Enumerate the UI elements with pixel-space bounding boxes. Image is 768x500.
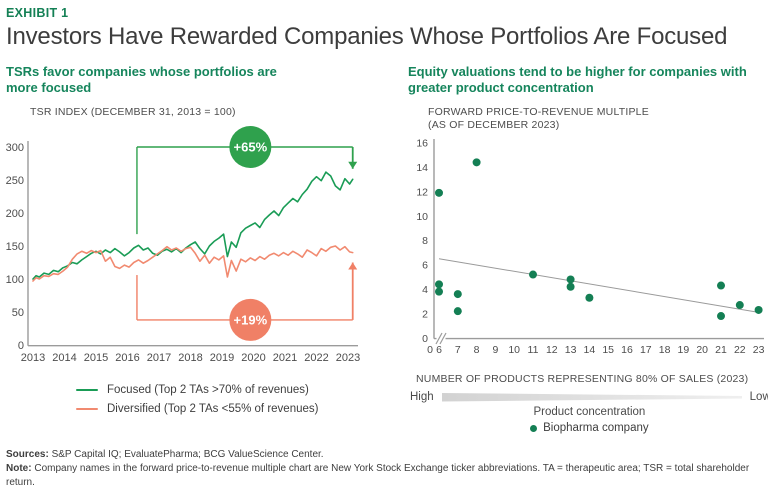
valuation-panel: Equity valuations tend to be higher for … (402, 64, 768, 434)
scatter-legend: Biopharma company (408, 422, 768, 434)
tsr-panel: TSRs favor companies whose portfolios ar… (6, 64, 402, 434)
svg-text:150: 150 (6, 241, 24, 253)
svg-text:2014: 2014 (52, 352, 76, 364)
svg-text:250: 250 (6, 175, 24, 187)
svg-text:+65%: +65% (234, 140, 268, 155)
note-line: Note: Company names in the forward price… (6, 462, 762, 490)
focused-line-swatch (76, 388, 98, 392)
scale-high-label: High (410, 391, 434, 403)
svg-text:22: 22 (734, 344, 746, 356)
svg-text:6: 6 (436, 344, 442, 356)
svg-text:2019: 2019 (210, 352, 234, 364)
note-text: Company names in the forward price-to-re… (6, 463, 750, 488)
svg-text:4: 4 (422, 284, 428, 296)
svg-text:0: 0 (427, 344, 433, 356)
scale-low-label: Low (749, 391, 768, 403)
tsr-axis-title: TSR INDEX (DECEMBER 31, 2013 = 100) (30, 106, 236, 118)
legend-item-diversified: Diversified (Top 2 TAs <55% of revenues) (76, 403, 402, 415)
svg-text:20: 20 (696, 344, 708, 356)
svg-text:21: 21 (715, 344, 727, 356)
concentration-caption: Product concentration (533, 406, 646, 418)
exhibit-label: EXHIBIT 1 (6, 6, 69, 20)
svg-text:2013: 2013 (21, 352, 45, 364)
svg-text:23: 23 (753, 344, 765, 356)
svg-text:0: 0 (422, 333, 428, 345)
svg-text:16: 16 (416, 138, 428, 150)
svg-text:13: 13 (565, 344, 577, 356)
svg-text:19: 19 (678, 344, 690, 356)
tsr-subtitle: TSRs favor companies whose portfolios ar… (6, 64, 277, 95)
valuation-subtitle: Equity valuations tend to be higher for … (408, 64, 747, 95)
svg-text:8: 8 (422, 235, 428, 247)
svg-text:+19%: +19% (234, 312, 268, 327)
valuation-axis-title-line1: FORWARD PRICE-TO-REVENUE MULTIPLE (428, 106, 649, 118)
diversified-line-swatch (76, 407, 98, 411)
focused-legend-label: Focused (Top 2 TAs >70% of revenues) (107, 384, 309, 396)
scatter-x-axis-label: NUMBER OF PRODUCTS REPRESENTING 80% OF S… (416, 373, 749, 385)
svg-text:12: 12 (546, 344, 558, 356)
sources-label: Sources: (6, 449, 49, 460)
note-label: Note: (6, 463, 32, 474)
svg-text:9: 9 (492, 344, 498, 356)
svg-text:15: 15 (602, 344, 614, 356)
sources-line: Sources: S&P Capital IQ; EvaluatePharma;… (6, 448, 762, 462)
svg-text:2022: 2022 (304, 352, 328, 364)
concentration-scale: High Low (410, 391, 768, 403)
svg-text:14: 14 (584, 344, 596, 356)
svg-text:10: 10 (508, 344, 520, 356)
svg-text:2: 2 (422, 308, 428, 320)
page-title: Investors Have Rewarded Companies Whose … (6, 23, 728, 50)
valuation-axis-title-line2: (AS OF DECEMBER 2023) (428, 119, 560, 131)
svg-text:2018: 2018 (178, 352, 202, 364)
svg-text:2015: 2015 (84, 352, 108, 364)
svg-text:11: 11 (528, 344, 539, 356)
concentration-wedge (441, 393, 742, 402)
svg-text:2017: 2017 (147, 352, 171, 364)
valuation-axis-title: FORWARD PRICE-TO-REVENUE MULTIPLE (AS OF… (428, 106, 768, 132)
svg-text:8: 8 (474, 344, 480, 356)
svg-text:2023: 2023 (336, 352, 360, 364)
sources-text: S&P Capital IQ; EvaluatePharma; BCG Valu… (48, 449, 324, 460)
svg-text:2016: 2016 (115, 352, 139, 364)
svg-text:12: 12 (416, 186, 428, 198)
tsr-line-chart: 0 50 100 150 200 250 300 2013 2014 2015 2016 2017 20… (6, 126, 360, 364)
svg-text:6: 6 (422, 260, 428, 272)
tsr-legend: Focused (Top 2 TAs >70% of revenues) Div… (76, 384, 402, 415)
charts-container: TSRs favor companies whose portfolios ar… (6, 64, 768, 434)
svg-text:17: 17 (640, 344, 652, 356)
footnotes: Sources: S&P Capital IQ; EvaluatePharma;… (6, 448, 762, 490)
biopharma-dot-icon (530, 424, 538, 432)
svg-text:300: 300 (6, 142, 24, 154)
svg-text:10: 10 (416, 211, 428, 223)
biopharma-legend-label: Biopharma company (543, 422, 649, 434)
svg-text:7: 7 (455, 344, 461, 356)
svg-text:2021: 2021 (273, 352, 297, 364)
svg-text:100: 100 (6, 274, 24, 286)
svg-text:16: 16 (621, 344, 633, 356)
svg-text:50: 50 (12, 307, 24, 319)
diversified-legend-label: Diversified (Top 2 TAs <55% of revenues) (107, 403, 319, 415)
svg-text:0: 0 (18, 340, 24, 352)
svg-text:2020: 2020 (241, 352, 265, 364)
svg-text:18: 18 (659, 344, 671, 356)
legend-item-focused: Focused (Top 2 TAs >70% of revenues) (76, 384, 402, 396)
svg-text:200: 200 (6, 208, 24, 220)
svg-text:14: 14 (416, 162, 428, 174)
